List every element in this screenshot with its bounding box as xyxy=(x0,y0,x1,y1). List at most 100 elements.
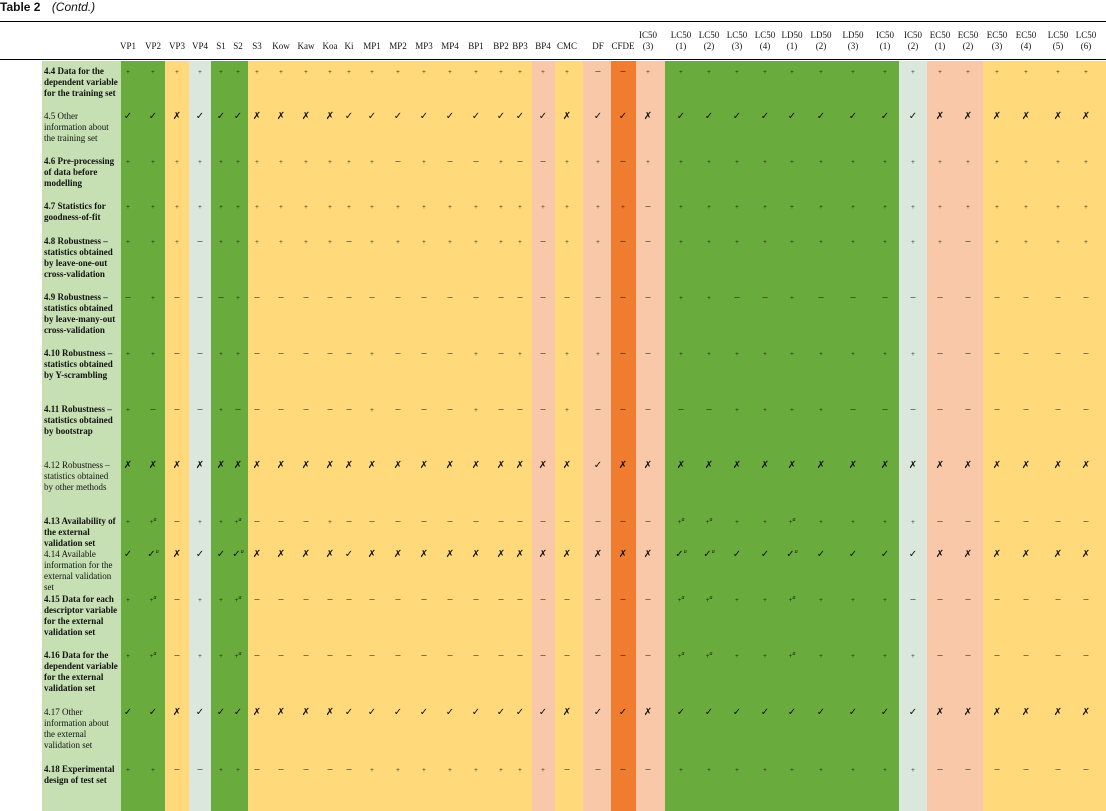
column-header-top: LD50 xyxy=(781,30,803,40)
column-header: BP2 xyxy=(493,41,509,51)
table-cell: ✓ xyxy=(148,111,158,122)
table-cell: ✗ xyxy=(992,111,1002,122)
table-cell: + xyxy=(396,203,400,211)
row-label: 4.17 Other information about the externa… xyxy=(44,707,109,750)
table-cell: ✗ xyxy=(992,549,1002,560)
column-band xyxy=(869,61,899,811)
table-cell: +a xyxy=(788,595,796,604)
table-cell: ✓ xyxy=(195,549,205,560)
table-cell: ✗ xyxy=(367,460,377,471)
column-band xyxy=(1042,61,1072,811)
table-cell: – xyxy=(346,594,352,605)
table-cell: – xyxy=(1083,516,1089,527)
table-cell: ✓a xyxy=(675,549,687,560)
table-cell: ✗ xyxy=(732,460,742,471)
table-cell: + xyxy=(883,652,887,660)
table-cell: ✓ xyxy=(732,707,742,718)
table-cell: – xyxy=(254,516,260,527)
column-header: CMC xyxy=(556,41,577,51)
table-cell: ✗ xyxy=(252,111,262,122)
table-cell: + xyxy=(1024,158,1028,166)
table-cell: – xyxy=(965,650,971,661)
table-cell: +a xyxy=(149,651,157,660)
column-header: Ki xyxy=(344,41,354,51)
table-cell: – xyxy=(1023,650,1029,661)
table-cell: ✓ xyxy=(593,460,603,471)
column-header: Kow xyxy=(272,41,290,51)
table-cell: + xyxy=(1056,238,1060,246)
table-cell: – xyxy=(762,292,768,303)
table-cell: ✓ xyxy=(787,111,797,122)
table-cell: – xyxy=(645,292,651,303)
table-cell: + xyxy=(279,68,283,76)
table-cell: – xyxy=(937,348,943,359)
table-cell: ✓a xyxy=(147,549,159,560)
table-cell: + xyxy=(911,652,915,660)
column-header: (2) xyxy=(703,41,715,51)
table-cell: ✗ xyxy=(1081,707,1091,718)
row-label: 4.8 Robustness – statistics obtained by … xyxy=(44,236,113,279)
table-cell: – xyxy=(564,516,570,527)
column-header: Koa xyxy=(322,41,338,51)
table-cell: + xyxy=(328,158,332,166)
table-cell: ✗ xyxy=(172,549,182,560)
table-cell: + xyxy=(370,238,374,246)
table-cell: – xyxy=(994,292,1000,303)
table-cell: + xyxy=(995,203,999,211)
table-cell: ✗ xyxy=(445,460,455,471)
column-header: (2) xyxy=(907,41,919,51)
table-cell: + xyxy=(518,68,522,76)
column-band xyxy=(723,61,751,811)
table-cell: – xyxy=(1083,292,1089,303)
table-cell: + xyxy=(851,596,855,604)
table-cell: ✗ xyxy=(325,549,335,560)
table-cell: – xyxy=(278,292,284,303)
table-cell: ✓ xyxy=(367,707,377,718)
column-header: (4) xyxy=(759,41,771,51)
table-cell: + xyxy=(279,203,283,211)
table-cell: ✓ xyxy=(195,707,205,718)
table-cell: – xyxy=(197,236,203,247)
table-cell: – xyxy=(421,404,427,415)
table-cell: + xyxy=(763,203,767,211)
table-cell: ✗ xyxy=(816,460,826,471)
table-cell: + xyxy=(851,238,855,246)
table-cell: – xyxy=(447,594,453,605)
table-cell: – xyxy=(346,404,352,415)
table-cell: + xyxy=(911,203,915,211)
table-cell: – xyxy=(517,516,523,527)
table-cell: – xyxy=(1055,404,1061,415)
column-header: VP1 xyxy=(119,41,136,51)
column-header: (3) xyxy=(642,41,654,51)
table-cell: ✗ xyxy=(216,460,226,471)
table-cell: + xyxy=(541,766,545,774)
table-cell: – xyxy=(965,516,971,527)
table-cell: – xyxy=(150,404,156,415)
table-cell: + xyxy=(422,68,426,76)
column-band xyxy=(837,61,869,811)
table-cell: ✗ xyxy=(393,460,403,471)
table-cell: ✗ xyxy=(471,549,481,560)
table-cell: + xyxy=(938,158,942,166)
table-cell: – xyxy=(540,404,546,415)
table-cell: ✗ xyxy=(1081,460,1091,471)
table-cell: ✗ xyxy=(562,460,572,471)
column-band xyxy=(1072,61,1106,811)
table-cell: + xyxy=(422,766,426,774)
table-cell: + xyxy=(474,68,478,76)
row-label: 4.18 Experimental design of test set xyxy=(44,764,115,785)
column-band xyxy=(489,61,511,811)
table-cell: – xyxy=(620,348,626,359)
table-cell: – xyxy=(994,348,1000,359)
table-cell: – xyxy=(540,292,546,303)
table-cell: ✓ xyxy=(908,549,918,560)
table-cell: – xyxy=(498,404,504,415)
table-cell: – xyxy=(174,516,180,527)
column-band xyxy=(361,61,385,811)
table-cell: + xyxy=(679,203,683,211)
table-cell: – xyxy=(645,516,651,527)
table-cell: + xyxy=(126,596,130,604)
table-cell: + xyxy=(474,203,478,211)
table-cell: +a xyxy=(234,651,242,660)
table-cell: – xyxy=(1023,292,1029,303)
